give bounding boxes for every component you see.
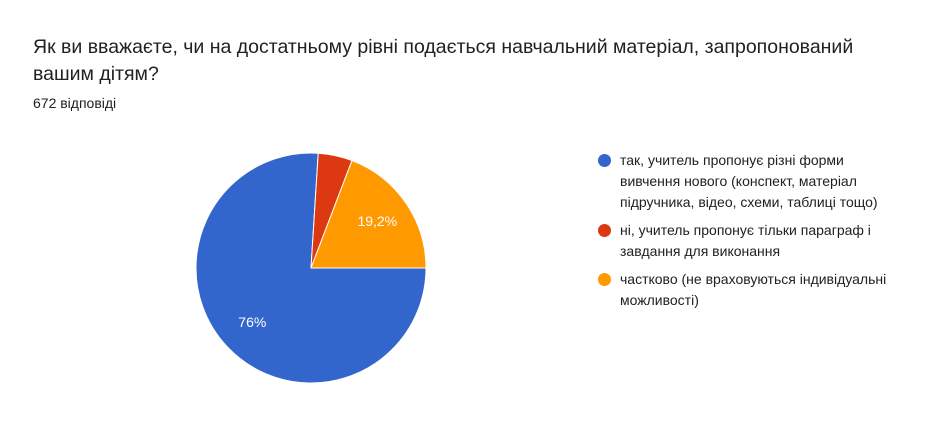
chart: 76% 19,2% [195, 152, 427, 384]
legend-item: ні, учитель пропонує тільки параграф і з… [598, 220, 888, 262]
legend-label: частково (не враховуються індивідуальні … [620, 271, 887, 308]
data-label: 19,2% [357, 213, 397, 229]
chart-subtitle: 672 відповіді [33, 95, 117, 111]
chart-title: Як ви вважаєте, чи на достатньому рівні … [33, 36, 854, 85]
legend-marker [598, 154, 611, 167]
legend-item: так, учитель пропонує різні форми вивчен… [598, 150, 888, 213]
legend-label: ні, учитель пропонує тільки параграф і з… [620, 222, 871, 259]
legend-label: так, учитель пропонує різні форми вивчен… [620, 152, 878, 210]
legend-marker [598, 224, 611, 237]
pie-slice [195, 152, 427, 384]
legend-item: частково (не враховуються індивідуальні … [598, 269, 888, 311]
legend: так, учитель пропонує різні форми вивчен… [598, 150, 888, 318]
legend-marker [598, 273, 611, 286]
pie-slice [310, 159, 427, 269]
data-label: 76% [238, 314, 266, 330]
